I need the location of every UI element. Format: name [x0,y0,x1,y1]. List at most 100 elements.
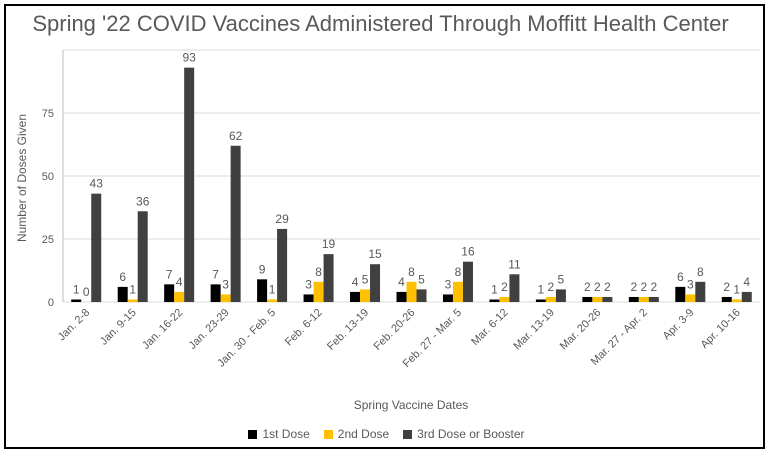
legend: 1st Dose 2nd Dose 3rd Dose or Booster [0,427,773,441]
x-tick-label: Jan. 16-22 [140,307,185,352]
data-label: 0 [83,285,90,299]
legend-label: 2nd Dose [337,427,390,441]
bar [360,289,371,302]
y-tick-label: 50 [42,171,54,183]
data-label: 1 [733,282,740,296]
data-label: 9 [259,262,266,276]
data-label: 2 [630,280,637,294]
bar [628,296,639,302]
data-label: 7 [212,267,219,281]
bar [277,228,288,302]
data-label: 4 [398,275,405,289]
data-label: 1 [269,282,276,296]
bar [545,296,556,302]
data-label: 3 [687,277,694,291]
y-axis-ticks: 0 25 50 75 [42,108,54,309]
legend-label: 3rd Dose or Booster [417,427,525,441]
data-label: 3 [305,277,312,291]
data-label: 11 [508,257,521,271]
x-tick-label: Jan. 2-8 [56,307,93,344]
x-tick-label: Jan. 9-15 [98,307,139,348]
data-label: 2 [584,280,591,294]
bar [452,281,463,302]
bar [489,299,500,302]
legend-label: 1st Dose [262,427,310,441]
data-label: 8 [408,265,415,279]
y-tick-label: 75 [42,108,54,120]
bar [555,289,566,302]
data-label: 2 [594,280,601,294]
data-label: 93 [182,51,196,65]
legend-swatch [403,429,413,439]
data-label: 16 [461,245,475,259]
data-label: 2 [723,280,730,294]
data-label: 5 [418,272,425,286]
data-label: 2 [501,280,508,294]
bar [257,279,268,302]
bar [313,281,324,302]
data-label: 6 [119,270,126,284]
data-label: 36 [136,194,150,208]
data-label: 2 [604,280,611,294]
x-tick-label: Apr. 10-16 [699,307,743,351]
bar [416,289,427,302]
data-label: 5 [362,272,369,286]
bar [638,296,649,302]
bar [350,291,361,302]
legend-swatch [323,429,333,439]
data-label: 6 [677,270,684,284]
data-label: 29 [275,212,289,226]
x-tick-label: Mar. 20-26 [558,307,604,353]
data-label: 4 [176,275,183,289]
bar [184,67,195,302]
bars [71,67,752,302]
x-tick-label: Jan. 23-29 [187,307,232,352]
data-label: 5 [558,272,565,286]
data-label: 2 [548,280,555,294]
data-label: 4 [352,275,359,289]
bar [323,254,334,302]
chart-title: Spring '22 COVID Vaccines Administered T… [32,11,729,36]
bar [509,274,520,302]
data-label: 8 [697,265,704,279]
bar [71,299,82,302]
x-tick-label: Feb. 6-12 [283,307,325,349]
bar [370,264,381,302]
data-label: 2 [650,280,657,294]
data-label: 3 [222,277,229,291]
bar [685,294,696,302]
y-tick-label: 25 [42,234,54,246]
x-tick-label: Feb. 20-26 [372,307,418,353]
bar [303,294,314,302]
data-label: 2 [640,280,647,294]
bar [592,296,603,302]
bar [582,296,593,302]
data-label: 19 [322,237,336,251]
data-label: 15 [368,247,382,261]
legend-item: 3rd Dose or Booster [403,427,525,441]
bar [602,296,613,302]
bar [230,145,241,302]
bar [220,294,231,302]
bar [648,296,659,302]
x-tick-label: Mar. 13-19 [511,307,557,353]
x-tick-label: Apr. 3-9 [661,307,697,343]
bar [164,284,175,302]
bar [695,281,706,302]
bar [442,294,453,302]
data-label: 1 [491,282,498,296]
y-tick-label: 0 [48,297,54,309]
bar [499,296,510,302]
bar [675,286,686,302]
x-axis-label: Spring Vaccine Dates [354,398,469,412]
bar [721,296,732,302]
legend-item: 2nd Dose [323,427,390,441]
bar [174,291,185,302]
bar [731,299,742,302]
y-axis-label: Number of Doses Given [15,114,29,242]
x-tick-label: Mar. 6-12 [469,307,510,348]
data-label: 7 [166,267,173,281]
data-label: 43 [90,177,104,191]
